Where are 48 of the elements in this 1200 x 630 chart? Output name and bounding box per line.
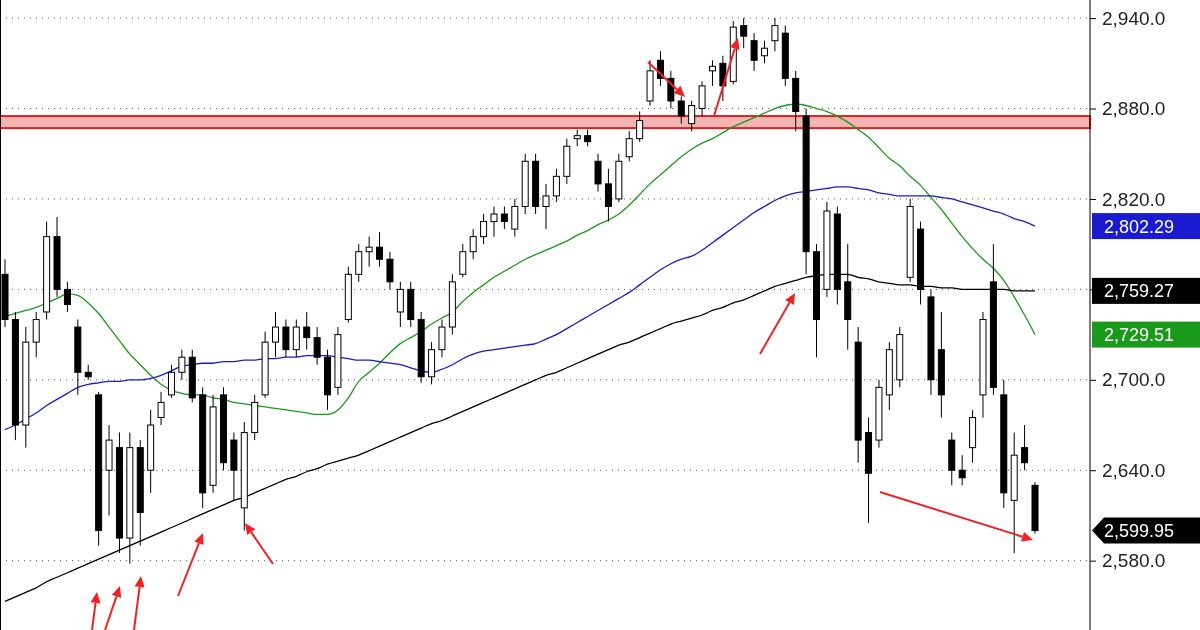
y-tick-label: 2,640.0 <box>1102 459 1166 481</box>
y-tick-label: 2,700.0 <box>1102 369 1166 391</box>
text: 2,729.51 <box>1104 325 1175 346</box>
candlestick <box>604 168 612 223</box>
candlestick <box>313 326 321 366</box>
candlestick <box>490 205 498 238</box>
text: 2,759.27 <box>1104 281 1175 302</box>
candlestick <box>740 17 748 49</box>
candlestick <box>63 281 71 313</box>
candlestick <box>272 311 280 358</box>
candlestick <box>292 319 300 358</box>
candlestick <box>698 80 706 117</box>
candlestick <box>178 349 186 381</box>
candlestick <box>771 17 779 52</box>
candlestick <box>594 153 602 192</box>
candlestick <box>708 59 716 87</box>
candlestick <box>438 319 446 358</box>
candlestick <box>396 281 404 328</box>
candlestick <box>167 364 175 399</box>
y-tick-label: 2,940.0 <box>1102 7 1166 29</box>
candlestick <box>459 243 467 278</box>
candlestick <box>625 130 633 162</box>
candlestick <box>750 32 758 72</box>
candlestick <box>688 100 696 132</box>
candlestick <box>355 243 363 283</box>
candlestick <box>386 251 394 290</box>
candlestick <box>282 319 290 358</box>
candlestick <box>303 311 311 351</box>
candlestick <box>480 213 488 245</box>
candlestick <box>552 168 560 203</box>
candlestick <box>32 311 40 358</box>
candlestick <box>376 231 384 268</box>
text: 2,802.29 <box>1104 216 1175 237</box>
candlestick <box>958 454 966 486</box>
y-tick-label: 2,880.0 <box>1102 98 1166 120</box>
candlestick <box>511 198 519 238</box>
text: 2,599.95 <box>1104 521 1175 542</box>
candlestick <box>636 111 644 143</box>
candlestick <box>1021 424 1029 471</box>
y-tick-label: 2,820.0 <box>1102 188 1166 210</box>
candlestick <box>761 40 768 64</box>
candlestick <box>542 183 550 230</box>
candlestick <box>365 236 373 268</box>
y-tick-label: 2,580.0 <box>1102 550 1166 572</box>
candlestick <box>500 205 508 230</box>
candlestick <box>157 391 165 426</box>
candlestick <box>469 228 477 260</box>
line-series <box>4 186 1036 431</box>
